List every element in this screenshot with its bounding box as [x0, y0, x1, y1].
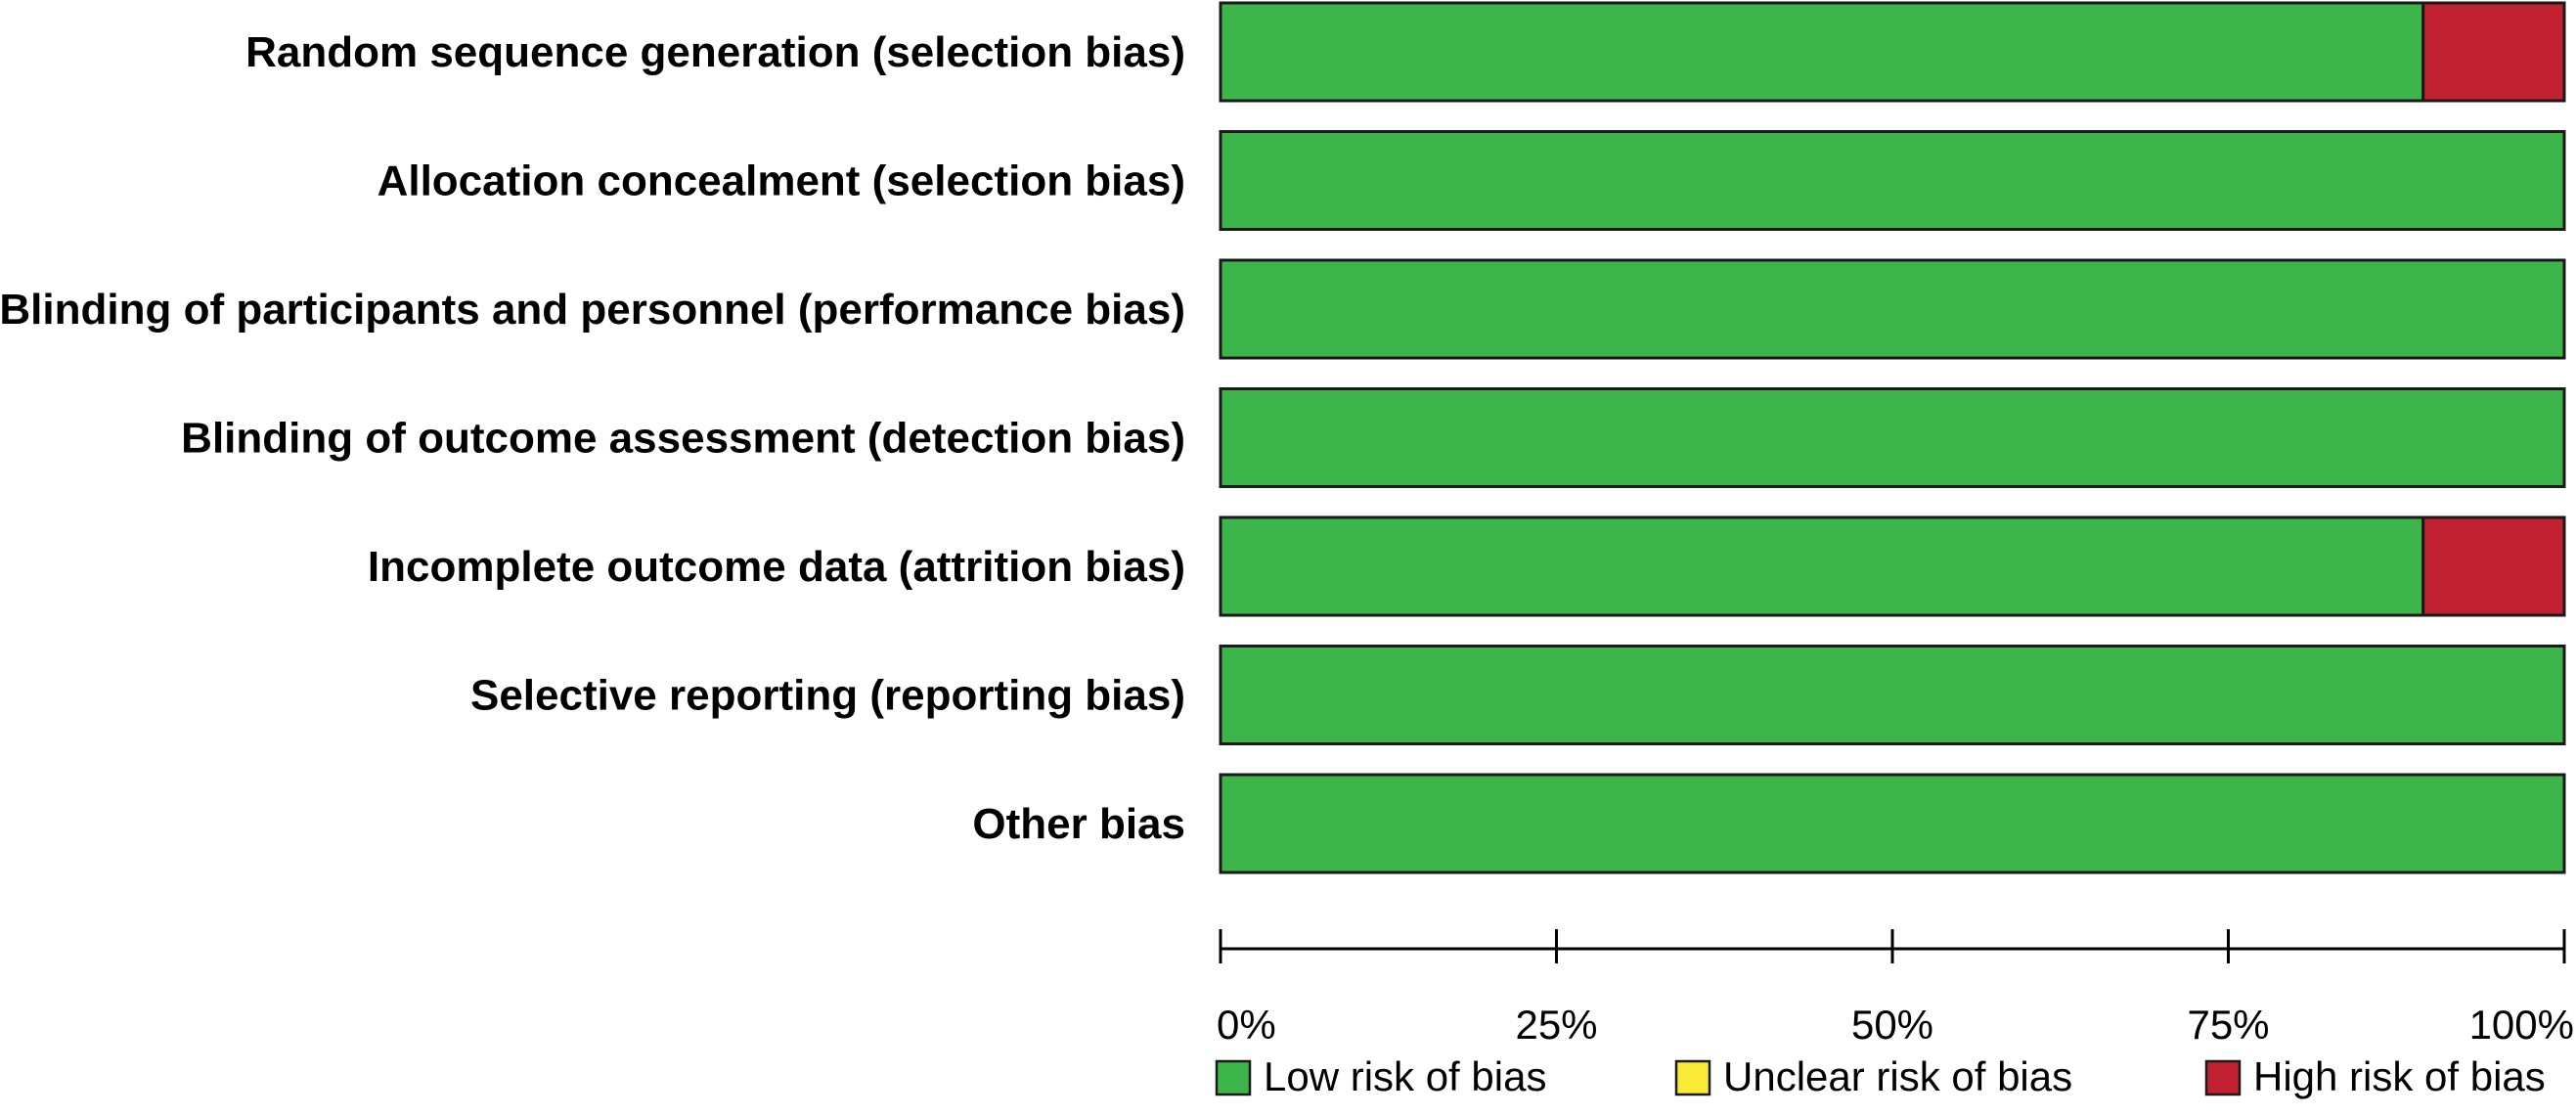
category-label: Allocation concealment (selection bias)	[378, 157, 1185, 205]
bar-segment-1-series-1	[1219, 1, 2425, 103]
bar-segment-7-series-1	[1219, 773, 2566, 874]
category-label: Blinding of participants and personnel (…	[0, 286, 1185, 334]
x-axis: 0% 25% 50% 75% 100%	[1217, 929, 2574, 1048]
bar-segment-3-series-1	[1219, 258, 2566, 360]
x-tick-label: 75%	[2187, 1002, 2269, 1048]
bar-segment-1-series-3	[2421, 1, 2566, 103]
bar-segment-5-series-3	[2421, 515, 2566, 617]
x-tick-label: 50%	[1851, 1002, 1933, 1048]
legend-swatch	[2204, 1059, 2242, 1096]
category-label: Other bias	[972, 800, 1185, 848]
bar-segment-4-series-1	[1219, 387, 2566, 488]
bars-group	[1219, 1, 2566, 874]
legend-swatch	[1215, 1059, 1252, 1096]
category-labels: Random sequence generation (selection bi…	[0, 28, 1185, 848]
category-label: Random sequence generation (selection bi…	[245, 28, 1185, 76]
legend-label: High risk of bias	[2253, 1053, 2546, 1099]
x-tick-label: 25%	[1515, 1002, 1597, 1048]
legend-swatch	[1674, 1059, 1711, 1096]
category-label: Blinding of outcome assessment (detectio…	[181, 415, 1185, 463]
bar-segment-5-series-1	[1219, 515, 2425, 617]
bar-segment-6-series-1	[1219, 645, 2566, 745]
x-tick-label: 100%	[2469, 1002, 2574, 1048]
bar-segment-2-series-1	[1219, 130, 2566, 231]
legend-label: Unclear risk of bias	[1723, 1053, 2072, 1099]
legend-label: Low risk of bias	[1264, 1053, 1546, 1099]
legend: Low risk of bias Unclear risk of bias High…	[1215, 1053, 2546, 1099]
x-tick-label: 0%	[1217, 1002, 1276, 1048]
category-label: Selective reporting (reporting bias)	[470, 672, 1185, 720]
category-label: Incomplete outcome data (attrition bias)	[368, 543, 1185, 591]
